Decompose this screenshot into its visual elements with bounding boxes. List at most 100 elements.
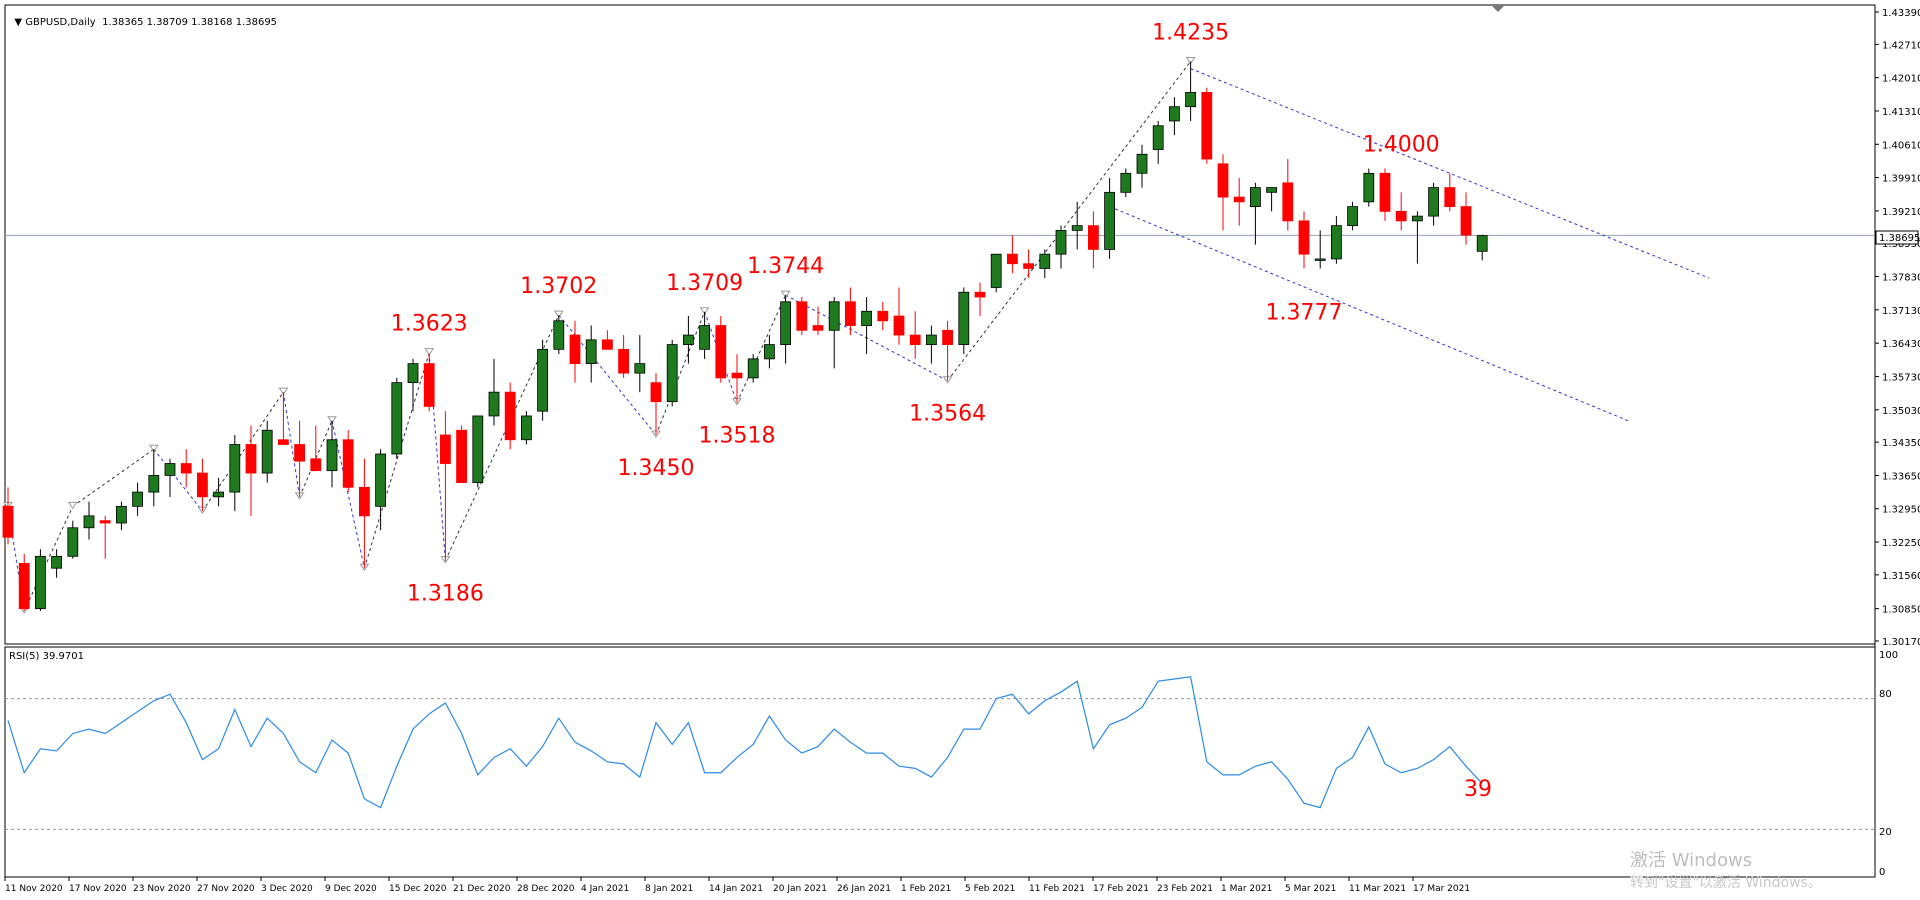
rsi-label: RSI(5) 39.9701 xyxy=(9,651,84,662)
price-annotation-label: 1.3777 xyxy=(1266,300,1343,325)
rsi-level-100: 100 xyxy=(1879,650,1898,661)
candle-body xyxy=(780,301,791,345)
fractal-arrow-icon xyxy=(148,444,159,453)
candle-body xyxy=(1298,220,1310,255)
candle-body xyxy=(375,453,387,507)
candle-body xyxy=(245,444,257,474)
candle-body xyxy=(277,439,289,445)
time-axis-label: 5 Mar 2021 xyxy=(1285,884,1336,894)
candle-body xyxy=(1444,187,1456,207)
fractal-arrow-icon xyxy=(67,501,78,510)
candle-body xyxy=(1039,253,1051,269)
candle-body xyxy=(1347,206,1358,227)
fractal-arrow-icon xyxy=(278,387,289,396)
candle-body xyxy=(342,439,354,488)
zigzag-segment xyxy=(655,311,706,436)
candle-body xyxy=(1395,210,1407,222)
candle-body xyxy=(391,382,403,455)
price-axis-label: 1.36430 xyxy=(1882,339,1920,350)
price-axis-label: 1.39210 xyxy=(1882,207,1920,218)
zigzag-segment xyxy=(72,448,155,507)
price-axis-label: 1.35030 xyxy=(1882,406,1920,417)
candle-body xyxy=(666,344,678,403)
time-axis-label: 9 Dec 2020 xyxy=(325,884,377,894)
price-axis-label: 1.40610 xyxy=(1882,140,1920,151)
fractal-arrow-icon xyxy=(327,416,337,424)
candle-body xyxy=(715,325,727,379)
current-price-tag xyxy=(1875,230,1919,245)
price-axis-label: 1.30850 xyxy=(1882,605,1920,616)
fractal-arrow-icon xyxy=(1185,56,1196,65)
candle-body xyxy=(35,555,46,610)
candle-body xyxy=(132,491,144,507)
price-axis-label: 1.42710 xyxy=(1882,40,1920,51)
candle-body xyxy=(618,348,629,374)
price-axis-label: 1.43390 xyxy=(1882,8,1920,19)
zigzag-segment xyxy=(947,61,1191,382)
price-axis-label: 1.38530 xyxy=(1882,239,1920,250)
time-axis-label: 8 Jan 2021 xyxy=(645,884,693,894)
candle-body xyxy=(585,339,597,365)
candle-body xyxy=(180,463,192,474)
rsi-line xyxy=(7,676,1483,809)
candle-body xyxy=(845,301,856,326)
candle-body xyxy=(812,325,824,331)
candle-body xyxy=(456,429,468,483)
candle-body xyxy=(828,301,840,331)
channel-lower-line xyxy=(1109,206,1629,422)
time-axis-label: 21 Dec 2020 xyxy=(453,884,511,894)
time-axis-label: 11 Mar 2021 xyxy=(1349,884,1406,894)
current-price-tag-label: 1.38695 xyxy=(1879,233,1920,244)
time-axis: 11 Nov 2020 17 Nov 2020 23 Nov 2020 27 Nov … xyxy=(4,877,1470,894)
candle-body xyxy=(18,563,30,610)
candle-body xyxy=(1152,125,1164,150)
price-annotation-label: 1.3450 xyxy=(618,456,695,481)
candle-body xyxy=(683,334,694,345)
zigzag-line xyxy=(3,56,1196,614)
candle-body xyxy=(51,555,62,569)
rsi-series xyxy=(5,676,1875,830)
price-annotation-label: 1.3518 xyxy=(699,424,776,449)
rsi-level-0: 0 xyxy=(1879,867,1885,878)
chart-header: ▼ GBPUSD,Daily 1.38365 1.38709 1.38168 1… xyxy=(8,6,277,28)
symbol-dropdown-icon[interactable]: ▼ xyxy=(14,17,26,28)
time-axis-label: 5 Feb 2021 xyxy=(965,884,1015,894)
candle-body xyxy=(261,429,273,474)
candle-body xyxy=(67,527,79,557)
candle-body xyxy=(1379,172,1391,212)
price-annotation-label: 1.3623 xyxy=(391,312,468,337)
candle-body xyxy=(116,505,127,524)
candle-body xyxy=(99,520,111,524)
candle-body xyxy=(1055,229,1067,255)
candle-body xyxy=(747,358,759,379)
time-axis-label: 23 Feb 2021 xyxy=(1157,884,1213,894)
candle-body xyxy=(1071,225,1083,231)
chart-shift-marker[interactable] xyxy=(1492,6,1504,12)
candle-body xyxy=(504,391,516,441)
price-axis-label: 1.35730 xyxy=(1882,372,1920,383)
price-annotation-label: 1.3186 xyxy=(407,582,484,607)
candle-body xyxy=(1104,191,1115,250)
price-annotation-label: 1.3744 xyxy=(747,254,824,279)
candle-body xyxy=(358,486,370,517)
price-axis-label: 1.31560 xyxy=(1882,571,1920,582)
candle-body xyxy=(1007,253,1018,265)
fractal-arrow-icon xyxy=(424,348,435,356)
price-axis-label: 1.30170 xyxy=(1882,637,1920,648)
price-axis-label: 1.42010 xyxy=(1882,74,1920,85)
price-axis-label: 1.34350 xyxy=(1882,438,1920,449)
candle-body xyxy=(634,363,646,374)
candle-body xyxy=(229,444,241,493)
candle-body xyxy=(148,475,160,493)
price-annotation-label: 1.3709 xyxy=(666,271,743,296)
candle-body xyxy=(990,253,1002,288)
time-axis-label: 14 Jan 2021 xyxy=(709,884,763,894)
candle-body xyxy=(537,348,548,412)
candle-body xyxy=(764,344,775,360)
time-axis-label: 17 Nov 2020 xyxy=(69,884,127,894)
time-axis-label: 1 Mar 2021 xyxy=(1221,884,1272,894)
candle-body xyxy=(796,301,808,331)
candle-body xyxy=(1266,187,1277,193)
